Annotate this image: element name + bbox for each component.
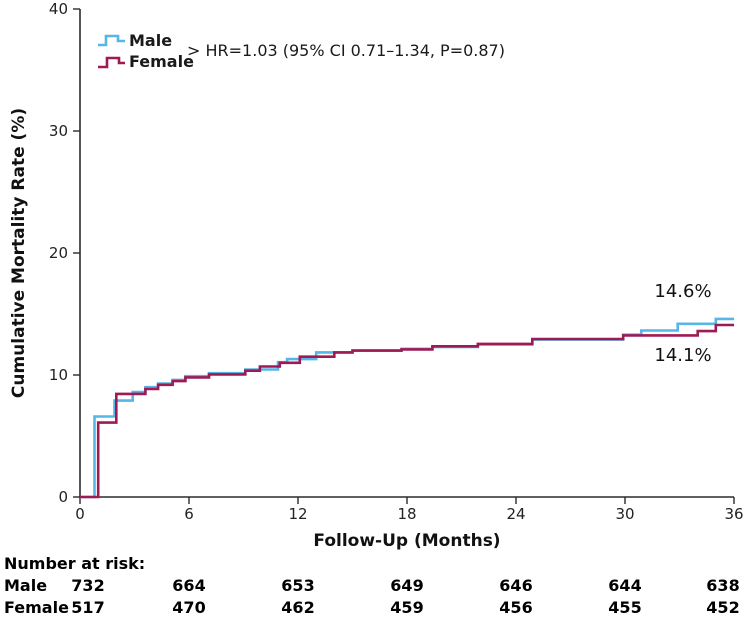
male-step-line-icon [98, 34, 125, 46]
risk-value: 456 [499, 598, 533, 617]
female-curve [80, 323, 734, 499]
risk-value: 517 [71, 598, 105, 617]
y-axis-title: Cumulative Mortality Rate (%) [9, 107, 29, 399]
risk-value: 646 [499, 576, 533, 595]
x-axis-title: Follow-Up (Months) [313, 531, 501, 551]
risk-value: 638 [706, 576, 740, 595]
risk-row-label-male: Male [4, 576, 48, 595]
risk-value: 653 [281, 576, 315, 595]
x-tick-label: 0 [75, 505, 85, 523]
risk-value: 732 [71, 576, 105, 595]
male-curve [80, 317, 734, 499]
risk-value: 452 [706, 598, 740, 617]
risk-value: 470 [172, 598, 206, 617]
hazard-ratio-annotation: > HR=1.03 (95% CI 0.71–1.34, P=0.87) [187, 41, 505, 60]
legend: Male Female [97, 30, 194, 72]
y-tick-label: 40 [49, 0, 68, 18]
legend-item-male: Male [97, 30, 194, 51]
end-label-female: 14.1% [654, 345, 711, 366]
legend-label-male: Male [129, 31, 173, 50]
x-tick-label: 30 [615, 505, 634, 523]
y-tick-label: 20 [49, 244, 68, 262]
x-tick-label: 12 [288, 505, 307, 523]
legend-item-female: Female [97, 51, 194, 72]
risk-value: 455 [608, 598, 642, 617]
female-step-line-icon [98, 56, 125, 68]
risk-value: 649 [390, 576, 424, 595]
axes [79, 9, 734, 498]
risk-value: 462 [281, 598, 315, 617]
risk-value: 459 [390, 598, 424, 617]
risk-value: 644 [608, 576, 642, 595]
y-tick-label: 30 [49, 122, 68, 140]
legend-label-female: Female [129, 52, 194, 71]
y-tick-label: 10 [49, 366, 68, 384]
end-label-male: 14.6% [654, 281, 711, 302]
x-tick-label: 36 [724, 505, 743, 523]
number-at-risk-title: Number at risk: [4, 554, 146, 573]
x-tick-label: 24 [506, 505, 525, 523]
x-tick-label: 18 [397, 505, 416, 523]
x-tick-label: 6 [184, 505, 194, 523]
y-tick-label: 0 [58, 488, 68, 506]
risk-value: 664 [172, 576, 206, 595]
risk-row-label-female: Female [4, 598, 69, 617]
